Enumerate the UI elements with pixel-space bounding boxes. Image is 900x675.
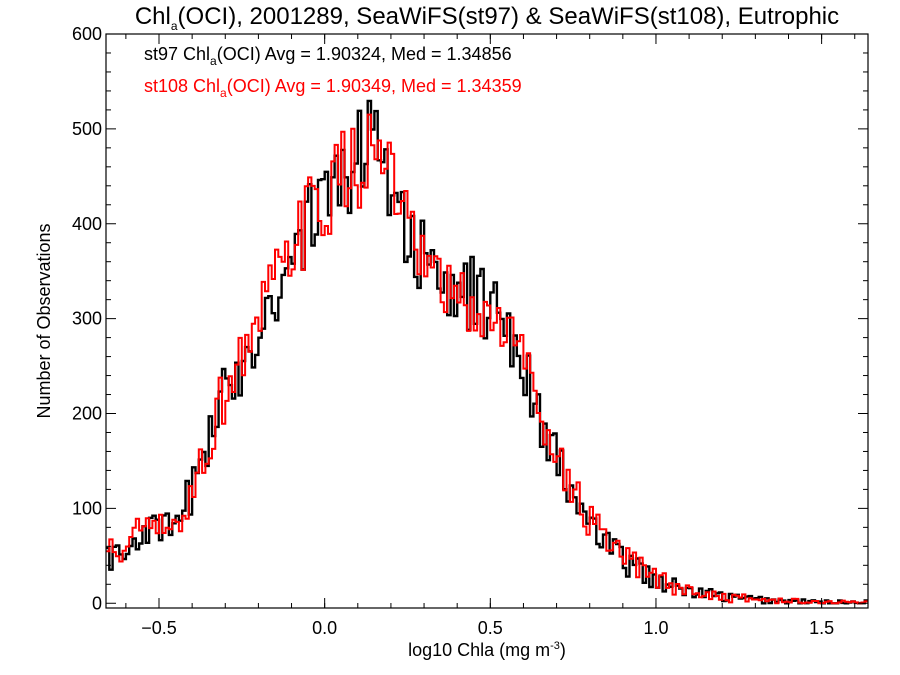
x-tick-label: 1.5 [809, 618, 834, 638]
y-tick-label: 0 [92, 593, 102, 613]
x-tick-label: −0.5 [141, 618, 177, 638]
y-axis-label: Number of Observations [34, 223, 54, 418]
x-tick-label: 0.5 [478, 618, 503, 638]
ticks-layer: −0.5 0.0 0.5 1.0 1.5 0 100 200 300 400 500 600 [72, 24, 868, 638]
annotation-st108: st108 Chla(OCI) Avg = 1.90349, Med = 1.3… [144, 76, 522, 100]
annotation-st97: st97 Chla(OCI) Avg = 1.90324, Med = 1.34… [144, 44, 512, 68]
y-tick-label: 100 [72, 498, 102, 518]
x-tick-label: 0.0 [312, 618, 337, 638]
plot-frame [105, 33, 869, 609]
y-tick-label: 300 [72, 309, 102, 329]
x-tick-label: 1.0 [643, 618, 668, 638]
y-tick-label: 200 [72, 404, 102, 424]
histogram-series-0 [106, 99, 868, 605]
y-tick-label: 600 [72, 24, 102, 44]
series-layer [106, 99, 868, 605]
y-tick-label: 400 [72, 214, 102, 234]
histogram-series-1 [106, 113, 868, 605]
chart-title: Chla(OCI), 2001289, SeaWiFS(st97) & SeaW… [135, 3, 839, 33]
plot-area: −0.5 0.0 0.5 1.0 1.5 0 100 200 300 400 500 600 [72, 24, 869, 638]
y-tick-label: 500 [72, 119, 102, 139]
x-axis-label: log10 Chla (mg m-3) [408, 640, 566, 660]
